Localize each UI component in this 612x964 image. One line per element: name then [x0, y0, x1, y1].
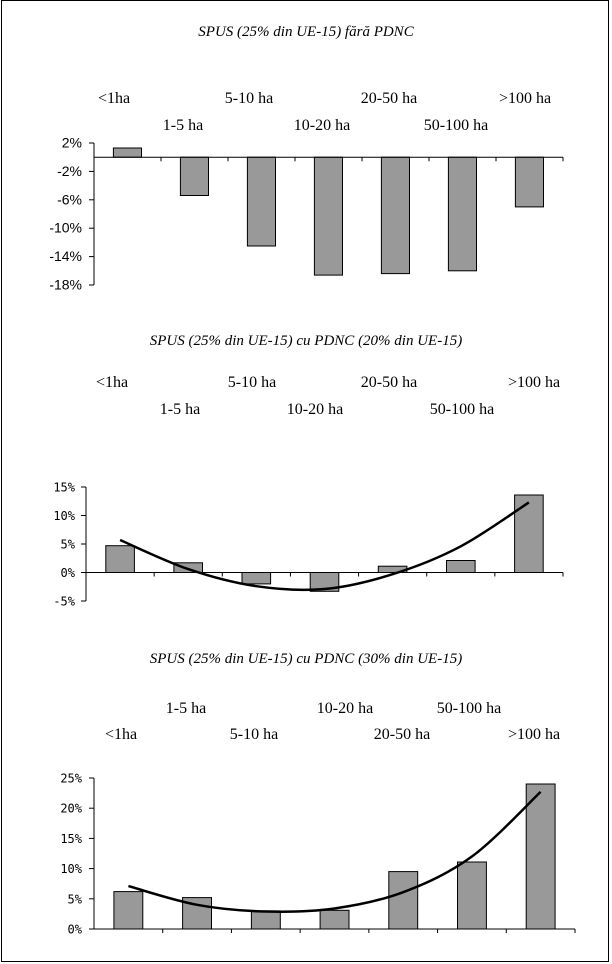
category-label: 20-50 ha [374, 726, 430, 743]
trendline [128, 790, 542, 913]
category-label: >100 ha [499, 90, 551, 107]
y-tick-label: -5% [53, 595, 75, 609]
chart-1: SPUS (25% din UE-15) fără PDNC <1ha 1-5 ha… [49, 24, 564, 293]
category-label: >100 ha [508, 374, 560, 391]
bar [388, 871, 419, 930]
bar [514, 156, 545, 208]
y-tick-label: 10% [60, 862, 82, 876]
category-label: <1ha [105, 726, 137, 743]
category-label: 50-100 ha [424, 117, 488, 134]
y-tick-label: 15% [60, 832, 82, 846]
y-tick-label: 5% [61, 538, 76, 552]
bar [105, 545, 135, 574]
category-label: 1-5 ha [166, 700, 206, 717]
category-label: <1ha [96, 374, 128, 391]
y-tick-label: 2% [62, 135, 82, 151]
y-tick-label: 0% [61, 566, 76, 580]
bar [446, 560, 476, 573]
y-tick-label: -14% [49, 248, 82, 264]
bar [179, 156, 209, 196]
chart-3: SPUS (25% din UE-15) cu PDNC (30% din UE… [60, 651, 576, 937]
bar [319, 909, 350, 930]
category-label: 10-20 ha [294, 117, 350, 134]
y-tick-label: -18% [49, 277, 82, 293]
bar [380, 156, 410, 275]
chart-title: SPUS (25% din UE-15) cu PDNC (20% din UE… [150, 333, 462, 349]
y-tick-label: 15% [53, 481, 75, 495]
bar [113, 891, 144, 930]
category-label: 10-20 ha [287, 401, 343, 418]
category-label: 50-100 ha [430, 401, 494, 418]
trendline [119, 501, 530, 592]
y-tick-label: 10% [53, 509, 75, 523]
category-label: 5-10 ha [225, 90, 273, 107]
category-label: 20-50 ha [361, 374, 417, 391]
bar [246, 156, 276, 247]
category-label: 20-50 ha [361, 90, 417, 107]
category-label: <1ha [98, 90, 130, 107]
bar [514, 494, 544, 573]
category-label: >100 ha [508, 726, 560, 743]
category-label: 1-5 ha [163, 117, 203, 134]
chart-title: SPUS (25% din UE-15) fără PDNC [198, 24, 414, 40]
category-label: 10-20 ha [317, 700, 373, 717]
bar [525, 783, 556, 930]
y-tick-label: 5% [68, 892, 83, 906]
category-label: 5-10 ha [228, 374, 276, 391]
y-tick-label: 20% [60, 802, 82, 816]
category-label: 5-10 ha [230, 726, 278, 743]
bar [457, 861, 487, 930]
y-tick-label: -2% [57, 163, 82, 179]
category-label: 50-100 ha [437, 700, 501, 717]
bar [112, 147, 143, 158]
y-tick-label: -6% [57, 191, 82, 207]
bar [241, 572, 272, 585]
bar [250, 910, 281, 930]
y-tick-label: -10% [49, 220, 82, 236]
chart-2: SPUS (25% din UE-15) cu PDNC (20% din UE… [53, 333, 564, 609]
y-tick-label: 25% [60, 772, 82, 786]
chart-title: SPUS (25% din UE-15) cu PDNC (30% din UE… [150, 651, 462, 667]
category-label: 1-5 ha [160, 401, 200, 418]
bar [313, 156, 343, 276]
y-tick-label: 0% [68, 923, 83, 937]
bar [447, 156, 477, 272]
